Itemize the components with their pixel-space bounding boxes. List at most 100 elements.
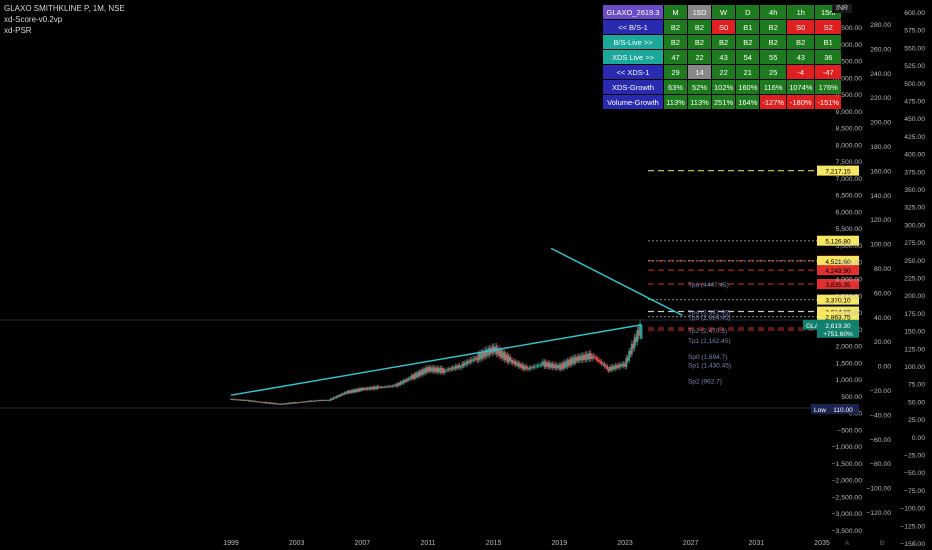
- level-price-label: 4,249.90: [825, 268, 851, 275]
- osc1-tick-label: 0.00: [878, 364, 891, 371]
- osc1-tick-label: 100.00: [870, 242, 891, 249]
- candle-body: [448, 368, 451, 371]
- candle-body: [290, 402, 293, 404]
- current-change-label: +751.60%: [823, 331, 853, 338]
- osc2-tick-label: 275.00: [904, 240, 925, 247]
- price-tick-label: 11,500.00: [832, 25, 862, 32]
- price-tick-label: 2,000.00: [836, 344, 863, 351]
- candle-body: [629, 350, 632, 355]
- candle-body: [432, 367, 435, 372]
- candle-body: [561, 363, 563, 370]
- time-tick-label: 2003: [289, 540, 305, 547]
- candle-body: [565, 361, 568, 367]
- candle-body: [420, 370, 423, 375]
- candle-body: [392, 385, 395, 387]
- table-symbol-label: GLAXO_2619.3: [603, 5, 663, 19]
- candle-body: [588, 353, 591, 360]
- time-tick-label: 2027: [683, 540, 699, 547]
- candle-body: [335, 396, 338, 399]
- price-tick-label: 1,000.00: [836, 377, 863, 384]
- candle-body: [364, 388, 366, 390]
- table-cell: -180%: [787, 95, 815, 109]
- table-cell: B2: [688, 35, 711, 49]
- candle-body: [288, 402, 291, 404]
- candle-body: [626, 357, 629, 361]
- candle-body: [433, 367, 436, 372]
- candle-body: [514, 361, 517, 365]
- candle-body: [563, 361, 566, 369]
- timeframe-header-w: W: [712, 5, 736, 19]
- candle-body: [280, 403, 283, 405]
- candle-body: [587, 353, 589, 360]
- candle-body: [483, 350, 485, 358]
- candle-body: [358, 388, 361, 392]
- candle-body: [375, 386, 377, 389]
- candle-body: [472, 358, 475, 361]
- candle-body: [551, 363, 554, 368]
- price-tick-label: 3,000.00: [836, 310, 863, 317]
- candle-body: [542, 361, 544, 365]
- candle-body: [439, 367, 442, 373]
- price-tick-label: 4,500.00: [836, 260, 863, 267]
- candle-body: [603, 363, 606, 367]
- candle-body: [295, 402, 298, 404]
- candle-body: [243, 399, 246, 401]
- price-tick-label: 3,500.00: [836, 293, 863, 300]
- candle-body: [438, 367, 440, 373]
- candle-body: [424, 368, 427, 374]
- candle-body: [323, 400, 325, 401]
- candle-body: [232, 399, 235, 401]
- osc2-tick-label: 0.00: [912, 435, 925, 442]
- candle-body: [319, 400, 321, 402]
- candle-body: [440, 368, 443, 373]
- indicator-xd-score[interactable]: xd-Score-v0.2vp: [4, 15, 63, 24]
- candle-body: [474, 357, 477, 360]
- candle-body: [246, 400, 249, 401]
- candle-body: [510, 360, 513, 362]
- osc1-tick-label: −40.00: [870, 412, 891, 419]
- candle-body: [576, 357, 579, 361]
- candle-body: [473, 358, 476, 360]
- osc1-tick-label: 220.00: [870, 95, 891, 102]
- candle-body: [306, 401, 309, 402]
- candle-body: [533, 366, 536, 368]
- candle-body: [464, 362, 466, 366]
- candle-body: [283, 403, 286, 405]
- osc1-tick-label: 280.00: [870, 22, 891, 29]
- candle-body: [414, 373, 417, 378]
- indicator-xd-psr[interactable]: xd-PSR: [4, 26, 32, 35]
- level-price-tag: [817, 256, 859, 267]
- currency-badge[interactable]: INR: [832, 4, 853, 13]
- candle-body: [336, 396, 339, 397]
- timeframe-header-d: D: [736, 5, 760, 19]
- candle-body: [502, 352, 505, 359]
- candle-body: [373, 386, 376, 390]
- candle-body: [537, 365, 540, 366]
- table-cell: 22: [688, 50, 711, 64]
- target-annotation: Sp2 (962.7): [688, 378, 722, 385]
- candle-body: [383, 386, 386, 388]
- candle-body: [394, 384, 397, 386]
- candle-body: [268, 402, 271, 404]
- candle-body: [446, 369, 449, 371]
- candle-body: [591, 355, 594, 359]
- candle-body: [583, 354, 585, 361]
- table-cell: 164%: [736, 95, 760, 109]
- candle-body: [369, 387, 372, 390]
- price-tick-label: 6,500.00: [836, 193, 863, 200]
- candle-body: [258, 401, 261, 403]
- candle-body: [402, 380, 405, 384]
- candle-body: [261, 402, 264, 403]
- osc2-tick-label: 200.00: [904, 293, 925, 300]
- candle-body: [239, 399, 242, 401]
- candle-body: [410, 375, 413, 379]
- candle-body: [550, 363, 553, 368]
- candle-body: [509, 356, 511, 362]
- osc2-tick-label: −75.00: [904, 488, 925, 495]
- symbol-title[interactable]: GLAXO SMITHKLINE P, 1M, NSE: [4, 4, 125, 13]
- candle-body: [387, 386, 390, 388]
- osc2-tick-label: 175.00: [904, 311, 925, 318]
- table-header-row: GLAXO_2619.3 M 15D W D 4h 1h 15m: [603, 5, 842, 19]
- time-tick-label: 1999: [223, 540, 239, 547]
